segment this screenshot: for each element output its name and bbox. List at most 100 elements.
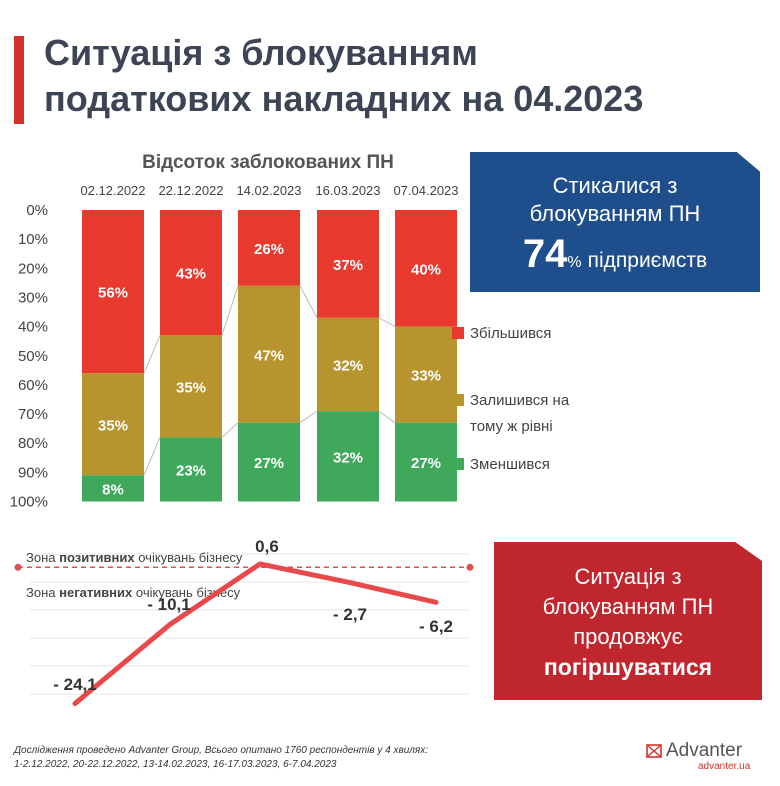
red-box-line-4: погіршуватися	[543, 654, 713, 680]
bar-segment-increased	[317, 210, 379, 318]
title-accent-bar	[14, 36, 24, 124]
info-box-big-unit: %	[567, 254, 582, 271]
red-box-line-3: продовжує	[573, 624, 683, 649]
bar-segment-increased	[160, 210, 222, 336]
x-category-label: 22.12.2022	[158, 183, 223, 198]
legend-label: Зменшився	[470, 456, 550, 473]
bar-value-label: 35%	[98, 417, 128, 434]
bar-value-label: 37%	[333, 257, 363, 274]
bar-value-label: 47%	[254, 347, 284, 364]
bar-segment-same	[395, 326, 457, 423]
title-line-1: Ситуація з блокуванням	[44, 32, 478, 73]
legend-swatch-increased	[452, 327, 464, 339]
bar-segment-decreased	[317, 411, 379, 502]
y-tick-label: 100%	[10, 494, 48, 511]
logo-row: Advanter	[646, 740, 766, 762]
info-box-line-3: підприємств	[587, 249, 708, 272]
segment-connector-line	[299, 410, 318, 424]
bar-segment-decreased	[160, 437, 222, 502]
legend-swatch-decreased	[452, 458, 464, 470]
bar-segment-increased	[82, 210, 144, 374]
zone-positive-label-prefix: Зона	[26, 550, 59, 565]
line-value-label: - 2,7	[333, 605, 367, 624]
bar-segment-same	[317, 317, 379, 412]
y-tick-label: 10%	[18, 231, 48, 248]
y-tick-label: 70%	[18, 406, 48, 423]
y-tick-label: 40%	[18, 319, 48, 336]
bar-value-label: 43%	[176, 266, 206, 283]
legend-label: Збільшився	[470, 325, 551, 342]
segment-connector-line	[143, 437, 161, 476]
y-tick-label: 20%	[18, 260, 48, 277]
zone-positive-label-suffix: очікувань бізнесу	[135, 550, 243, 565]
line-value-label: - 10,1	[147, 595, 190, 614]
blocked-invoices-bar-chart: Відсоток заблокованих ПН 02.12.2022 22.12.…	[10, 152, 570, 511]
zone-negative-label-bold: негативних	[59, 585, 133, 600]
x-category-label: 02.12.2022	[80, 183, 145, 198]
segment-connector-line	[299, 285, 318, 319]
bar-value-label: 35%	[176, 379, 206, 396]
bar-segment-same	[160, 335, 222, 438]
bar-value-label: 40%	[411, 261, 441, 278]
footnote-line-1: Дослідження проведено Advanter Group, Вс…	[14, 745, 429, 756]
bar-value-label: 32%	[333, 357, 363, 374]
x-category-label: 16.03.2023	[315, 183, 380, 198]
bar-segment-decreased	[238, 422, 300, 502]
advanter-logo: Advanter advanter.ua	[646, 740, 766, 772]
bar-value-label: 23%	[176, 462, 206, 479]
y-tick-label: 0%	[26, 202, 48, 219]
bar-segment-increased	[395, 210, 457, 327]
legend-label: тому ж рівні	[470, 418, 553, 435]
bar-value-label: 32%	[333, 449, 363, 466]
line-value-label: - 6,2	[419, 617, 453, 636]
info-box-value-row: 74% підприємств	[470, 232, 760, 277]
bar-segment-same	[238, 285, 300, 423]
line-value-label: 0,6	[255, 537, 279, 556]
info-box-line-1: Стикалися з	[552, 173, 678, 198]
info-box-line-2: блокуванням ПН	[529, 201, 701, 226]
x-category-label: 14.02.2023	[236, 183, 301, 198]
line-value-label: - 24,1	[53, 675, 96, 694]
legend-label: Залишився на	[470, 392, 570, 409]
x-category-label: 07.04.2023	[393, 183, 458, 198]
red-box-line-2: блокуванням ПН	[542, 594, 714, 619]
bar-value-label: 56%	[98, 285, 128, 302]
y-tick-label: 60%	[18, 377, 48, 394]
logo-name: Advanter	[666, 740, 743, 761]
segment-connector-line	[378, 317, 396, 328]
bar-segment-decreased	[82, 475, 144, 502]
red-box-line-1: Ситуація з	[574, 564, 682, 589]
survey-footnote: Дослідження проведено Advanter Group, Вс…	[14, 744, 484, 772]
segment-connector-line	[221, 285, 239, 336]
title-line-2: податкових накладних на 04.2023	[44, 78, 644, 119]
segment-connector-line	[378, 410, 396, 424]
bar-value-label: 27%	[254, 455, 284, 472]
legend-swatch-same	[452, 394, 464, 406]
bar-value-label: 26%	[254, 241, 284, 258]
chart-title: Відсоток заблокованих ПН	[142, 152, 394, 173]
bar-value-label: 33%	[411, 368, 441, 385]
expectations-index-line	[72, 561, 439, 707]
footnote-line-2: 1-2.12.2022, 20-22.12.2022, 13-14.02.202…	[14, 759, 337, 770]
threshold-left-dot	[14, 563, 22, 571]
logo-url: advanter.ua	[698, 761, 751, 772]
segment-connector-line	[143, 335, 161, 374]
blocked-share-info-box: Стикалися з блокуванням ПН 74% підприємст…	[470, 152, 760, 292]
worsening-situation-box: Ситуація з блокуванням ПН продовжує погі…	[494, 542, 762, 700]
y-tick-label: 80%	[18, 435, 48, 452]
zone-positive-label: Зона позитивних очікувань бізнесу	[26, 550, 243, 565]
zone-negative-label-prefix: Зона	[26, 585, 59, 600]
page-title: Ситуація з блокуванням податкових наклад…	[44, 30, 764, 122]
bar-value-label: 8%	[102, 481, 124, 498]
y-tick-label: 30%	[18, 289, 48, 306]
bar-segment-same	[82, 373, 144, 476]
bar-segment-increased	[238, 210, 300, 286]
zone-positive-label-bold: позитивних	[59, 550, 135, 565]
envelope-x-icon	[646, 744, 662, 758]
threshold-right-dot	[466, 563, 474, 571]
y-tick-label: 90%	[18, 464, 48, 481]
segment-connector-line	[221, 422, 239, 438]
y-tick-label: 50%	[18, 348, 48, 365]
bar-value-label: 27%	[411, 455, 441, 472]
